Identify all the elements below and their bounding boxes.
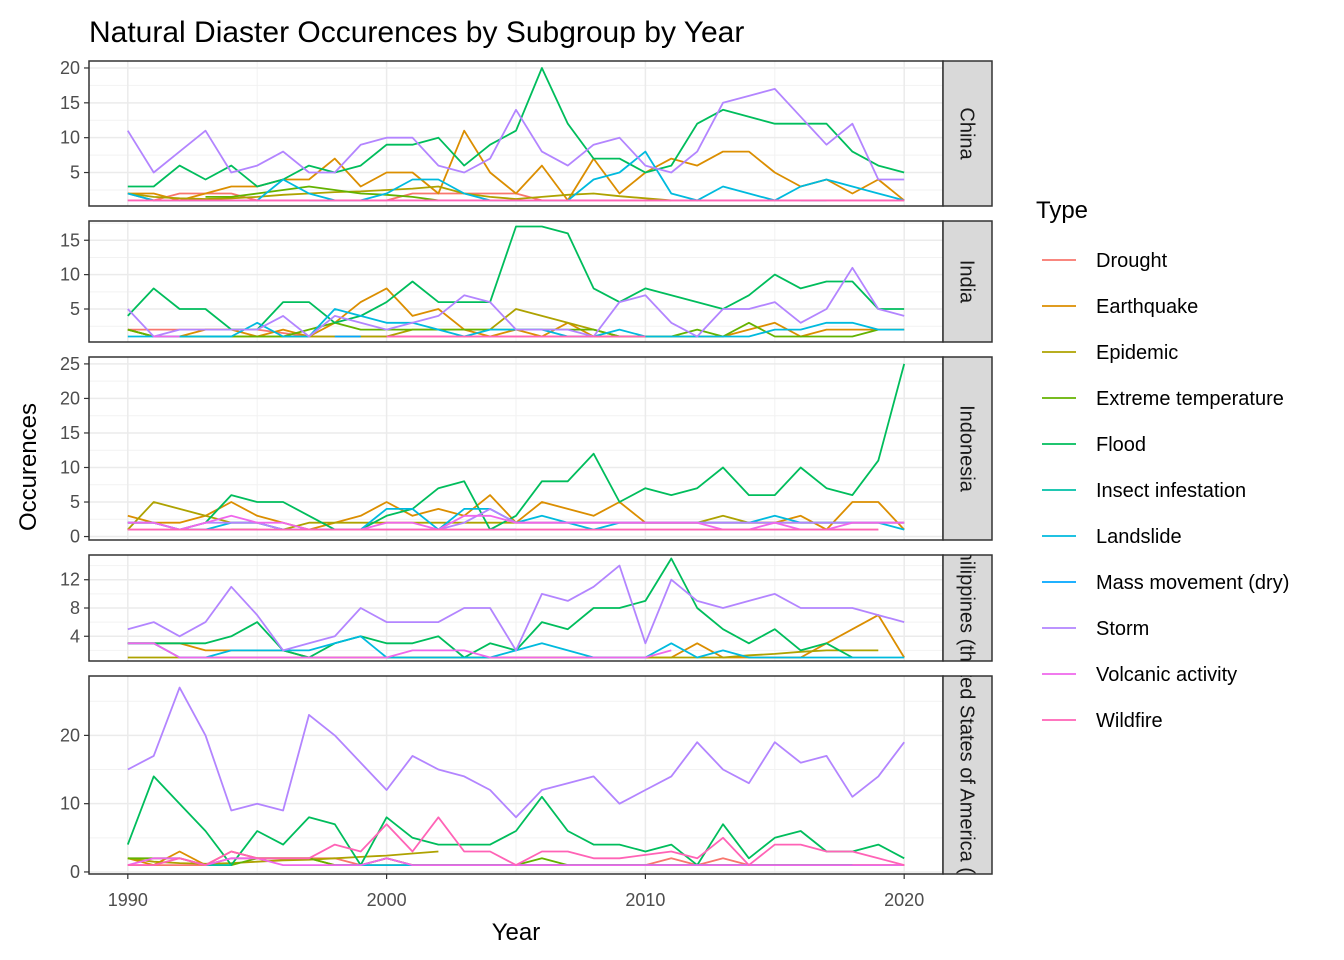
x-tick-label: 1990 [108,890,148,910]
series-line-storm [127,564,905,652]
series-line-flood [127,557,853,659]
y-axis-title: Occurences [15,403,42,531]
facet-panel-5: 0 10 20 United States of America (the) [60,642,993,909]
legend-label: Epidemic [1096,342,1178,364]
series-line-volcanic-activity [127,642,672,659]
legend-label: Wildfire [1096,710,1163,732]
legend-label: Extreme temperature [1096,388,1284,410]
y-tick-label: 10 [60,457,80,477]
y-tick-label: 0 [70,862,80,882]
legend-item: Mass movement (dry) [1042,572,1289,594]
y-tick-label: 12 [60,570,80,590]
legend-label: Storm [1096,618,1149,640]
facet-strip-label: China [956,107,978,160]
legend: Type Drought Earthquake Epidemic Extreme te… [1036,197,1289,732]
facet-panels: 5 10 15 20 China 5 10 15 India 0 5 10 15 20 25 Indonesi… [60,58,993,909]
y-tick-label: 5 [70,492,80,512]
strip-background [942,220,993,343]
legend-item: Landslide [1042,526,1182,548]
panel-series [127,67,905,202]
y-tick-label: 10 [60,128,80,148]
y-tick-label: 0 [70,527,80,547]
facet-strip: India [942,220,993,343]
strip-background [942,356,993,541]
y-tick-label: 4 [70,626,80,646]
legend-item: Insect infestation [1042,480,1246,502]
legend-title: Type [1036,197,1088,224]
facet-strip: Indonesia [942,356,993,541]
panel-series [127,557,905,659]
facet-strip: Philippines (the) [942,536,993,679]
y-tick-label: 15 [60,423,80,443]
legend-item: Extreme temperature [1042,388,1284,410]
y-tick-label: 15 [60,230,80,250]
y-tick-label: 20 [60,58,80,78]
facet-strip-label: India [956,260,978,304]
legend-item: Storm [1042,618,1149,640]
facet-strip-label: Indonesia [956,405,978,493]
legend-label: Insect infestation [1096,480,1246,502]
strip-background [942,675,993,875]
panel-series [127,225,905,338]
facet-strip-label: United States of America (the) [956,642,978,909]
series-line-flood [127,363,906,531]
strip-label-clip: China [956,107,978,160]
strip-label-clip: Indonesia [956,405,978,493]
x-axis: 1990 2000 2010 2020 [108,874,924,910]
strip-label-clip: Philippines (the) [956,536,978,679]
legend-item: Earthquake [1042,296,1198,318]
series-line-volcanic-activity [127,514,905,531]
panel-series [127,363,906,531]
series-line-storm [127,88,905,181]
legend-item: Flood [1042,434,1146,456]
y-tick-label: 10 [60,794,80,814]
y-tick-label: 5 [70,163,80,183]
legend-label: Landslide [1096,526,1182,548]
x-axis-title: Year [492,919,541,946]
y-tick-label: 15 [60,93,80,113]
legend-label: Drought [1096,250,1168,272]
strip-label-clip: United States of America (the) [956,642,978,909]
legend-item: Epidemic [1042,342,1178,364]
strip-background [942,554,993,662]
facet-panel-1: 5 10 15 20 China [60,58,993,207]
legend-label: Earthquake [1096,296,1198,318]
panel-series [126,686,905,866]
chart-title: Natural Diaster Occurences by Subgroup b… [89,16,744,49]
series-line-epidemic [127,850,439,865]
facet-strip: China [942,60,993,207]
legend-label: Flood [1096,434,1146,456]
series-line-flood [126,775,905,866]
legend-label: Mass movement (dry) [1096,572,1289,594]
x-tick-label: 2000 [367,890,407,910]
series-line-wildfire [127,816,905,866]
facet-strip-label: Philippines (the) [956,536,978,679]
y-tick-label: 20 [60,725,80,745]
facet-panel-3: 0 5 10 15 20 25 Indonesia [60,354,993,547]
legend-item: Drought [1042,250,1168,272]
facet-panel-2: 5 10 15 India [60,220,993,343]
x-tick-label: 2020 [884,890,924,910]
y-tick-label: 10 [60,265,80,285]
series-line-epidemic [127,185,672,202]
x-tick-label: 2010 [625,890,665,910]
series-line-extreme-temperature [205,185,439,202]
y-tick-label: 5 [70,299,80,319]
series-line-storm [127,686,905,819]
y-tick-label: 20 [60,388,80,408]
series-line-storm [127,266,905,338]
facet-strip: United States of America (the) [942,642,993,909]
facet-panel-4: 4 8 12 Philippines (the) [60,536,993,679]
y-tick-label: 25 [60,354,80,374]
legend-item: Volcanic activity [1042,664,1237,686]
y-tick-label: 8 [70,598,80,618]
legend-item: Wildfire [1042,710,1163,732]
series-line-flood [127,67,905,188]
strip-background [942,60,993,207]
legend-label: Volcanic activity [1096,664,1237,686]
strip-label-clip: India [956,260,978,304]
